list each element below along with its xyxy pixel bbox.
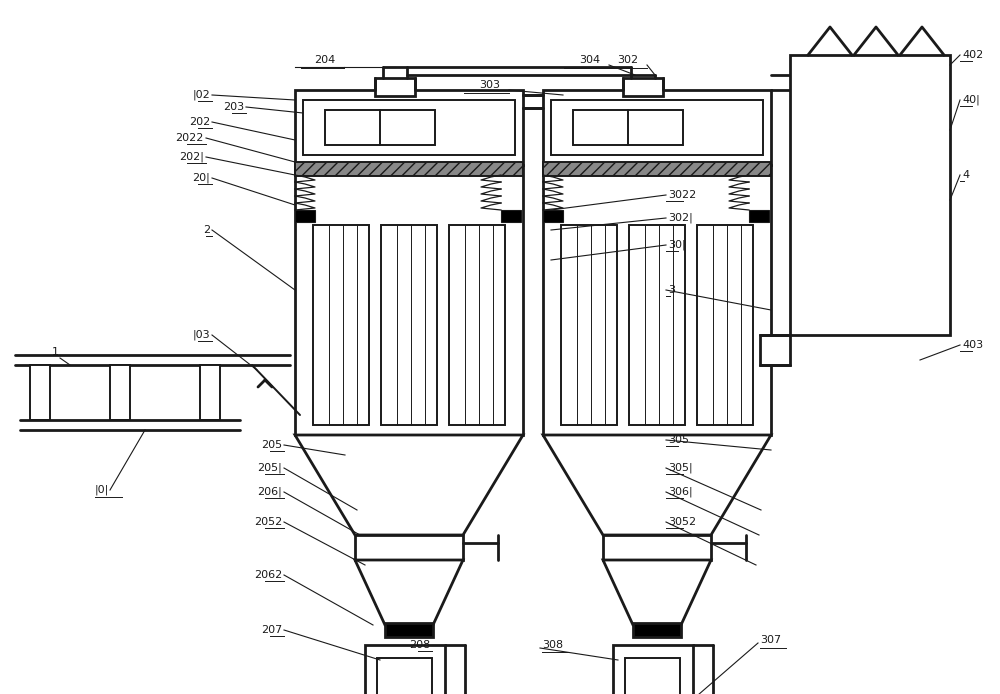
- Text: 40|: 40|: [962, 95, 980, 105]
- Bar: [30, 365, 50, 420]
- Text: 305: 305: [668, 435, 689, 445]
- Bar: [385, 623, 433, 637]
- Text: 202: 202: [189, 117, 210, 127]
- Bar: [561, 225, 617, 425]
- Bar: [551, 100, 763, 155]
- Bar: [543, 90, 771, 165]
- Bar: [501, 210, 521, 222]
- Bar: [355, 535, 463, 560]
- Bar: [110, 365, 130, 420]
- Bar: [365, 645, 445, 694]
- Polygon shape: [295, 435, 523, 535]
- Text: 205: 205: [261, 440, 282, 450]
- Text: 30|: 30|: [668, 239, 686, 251]
- Text: 403: 403: [962, 340, 983, 350]
- Text: 2022: 2022: [176, 133, 204, 143]
- Text: 2052: 2052: [254, 517, 282, 527]
- Text: |0|: |0|: [95, 484, 109, 496]
- Bar: [543, 165, 771, 435]
- Bar: [697, 225, 753, 425]
- Text: 1: 1: [52, 347, 58, 357]
- Text: |03: |03: [192, 330, 210, 340]
- Bar: [613, 645, 693, 694]
- Bar: [623, 78, 663, 96]
- Text: 3022: 3022: [668, 190, 696, 200]
- Text: 303: 303: [480, 80, 501, 90]
- Bar: [629, 225, 685, 425]
- Text: 306|: 306|: [668, 486, 693, 497]
- Text: 304: 304: [579, 55, 601, 65]
- Text: 302: 302: [617, 55, 639, 65]
- Text: 2: 2: [203, 225, 210, 235]
- Text: 206|: 206|: [257, 486, 282, 497]
- Bar: [295, 90, 523, 165]
- Bar: [790, 55, 950, 335]
- Bar: [295, 210, 315, 222]
- Text: 3052: 3052: [668, 517, 696, 527]
- Bar: [295, 162, 523, 176]
- Bar: [303, 100, 515, 155]
- Bar: [633, 623, 681, 637]
- Bar: [295, 165, 523, 435]
- Bar: [200, 365, 220, 420]
- Text: 2062: 2062: [254, 570, 282, 580]
- Text: 20|: 20|: [192, 173, 210, 183]
- Bar: [325, 110, 435, 145]
- Polygon shape: [543, 435, 771, 535]
- Text: 203: 203: [223, 102, 244, 112]
- Bar: [543, 162, 771, 176]
- Polygon shape: [603, 560, 711, 625]
- Text: 305|: 305|: [668, 463, 693, 473]
- Text: 204: 204: [314, 55, 336, 65]
- Bar: [377, 658, 432, 694]
- Bar: [381, 225, 437, 425]
- Text: 207: 207: [261, 625, 282, 635]
- Text: 402: 402: [962, 50, 983, 60]
- Text: 308: 308: [542, 640, 563, 650]
- Polygon shape: [355, 560, 463, 625]
- Text: 3: 3: [668, 285, 675, 295]
- Text: 302|: 302|: [668, 213, 693, 223]
- Bar: [543, 210, 563, 222]
- Bar: [573, 110, 683, 145]
- Bar: [625, 658, 680, 694]
- Text: 4: 4: [962, 170, 969, 180]
- Bar: [749, 210, 769, 222]
- Bar: [375, 78, 415, 96]
- Bar: [313, 225, 369, 425]
- Text: 208: 208: [409, 640, 430, 650]
- Bar: [449, 225, 505, 425]
- Bar: [603, 535, 711, 560]
- Text: 205|: 205|: [257, 463, 282, 473]
- Bar: [760, 335, 790, 365]
- Text: 202|: 202|: [179, 152, 204, 162]
- Text: |02: |02: [192, 90, 210, 100]
- Text: 307: 307: [760, 635, 781, 645]
